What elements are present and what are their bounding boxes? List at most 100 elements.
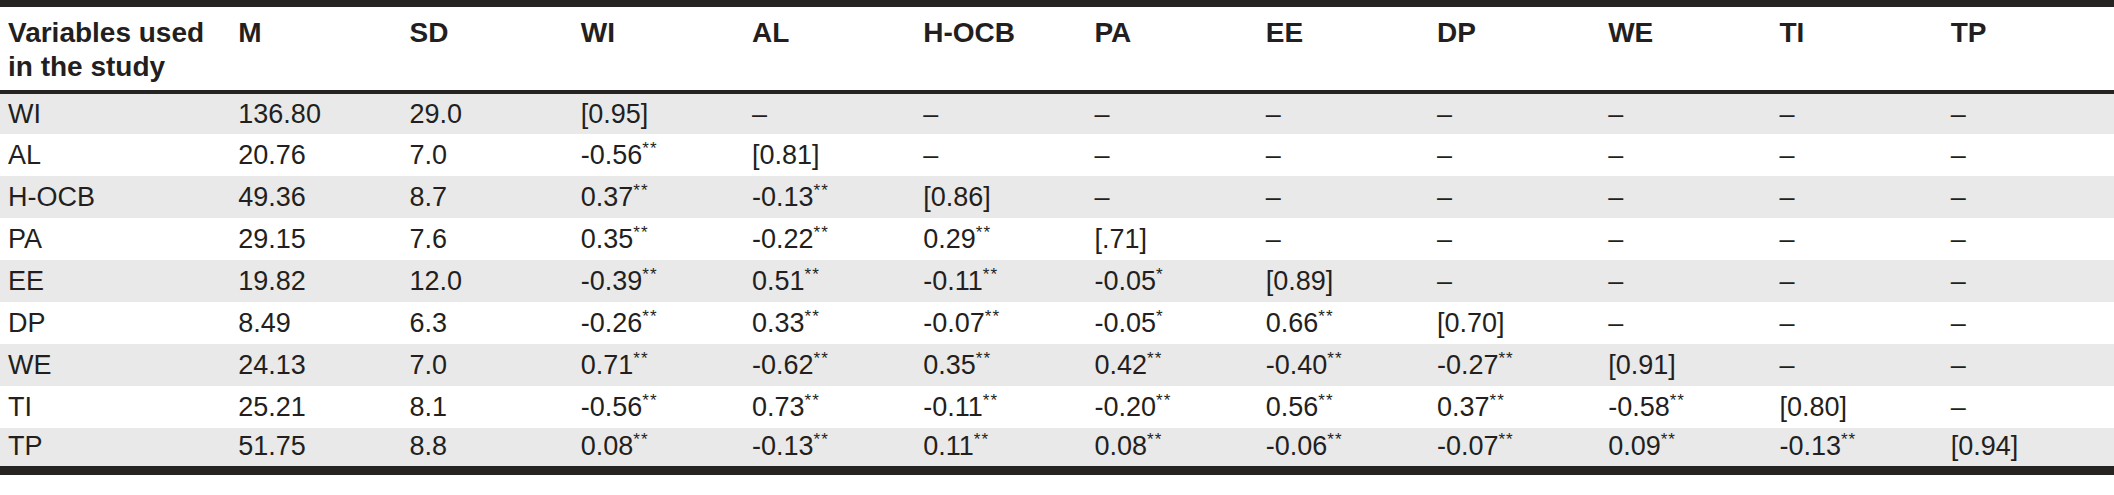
cell: -0.07** bbox=[915, 302, 1086, 344]
cell: 8.8 bbox=[402, 428, 573, 470]
significance-asterisks: ** bbox=[814, 349, 829, 368]
cell: – bbox=[1258, 218, 1429, 260]
table-header: Variables used in the study M SD WI AL H… bbox=[0, 4, 2114, 93]
cell: – bbox=[1600, 92, 1771, 134]
column-header-dp: DP bbox=[1429, 4, 1600, 93]
row-label: PA bbox=[0, 218, 230, 260]
cell: 0.08** bbox=[573, 428, 744, 470]
significance-asterisks: ** bbox=[633, 181, 648, 200]
cell: 8.49 bbox=[230, 302, 401, 344]
cell: -0.56** bbox=[573, 134, 744, 176]
row-label: WE bbox=[0, 344, 230, 386]
cell: 0.35** bbox=[573, 218, 744, 260]
significance-asterisks: ** bbox=[805, 307, 820, 326]
column-header-sd: SD bbox=[402, 4, 573, 93]
cell: – bbox=[1086, 134, 1257, 176]
cell: -0.58** bbox=[1600, 386, 1771, 428]
cell: 0.71** bbox=[573, 344, 744, 386]
significance-asterisks: ** bbox=[1661, 430, 1676, 449]
column-header-ee: EE bbox=[1258, 4, 1429, 93]
header-row: Variables used in the study M SD WI AL H… bbox=[0, 4, 2114, 93]
significance-asterisks: ** bbox=[1327, 430, 1342, 449]
cell: – bbox=[1600, 176, 1771, 218]
cell: 51.75 bbox=[230, 428, 401, 470]
row-label: H-OCB bbox=[0, 176, 230, 218]
table-row: WI136.8029.0[0.95]–––––––– bbox=[0, 92, 2114, 134]
cell: 29.15 bbox=[230, 218, 401, 260]
cell: – bbox=[1429, 176, 1600, 218]
cell: – bbox=[1600, 134, 1771, 176]
cell: 7.0 bbox=[402, 134, 573, 176]
table-row: EE19.8212.0-0.39**0.51**-0.11**-0.05*[0.… bbox=[0, 260, 2114, 302]
cell: [0.70] bbox=[1429, 302, 1600, 344]
cell: -0.56** bbox=[573, 386, 744, 428]
row-label: AL bbox=[0, 134, 230, 176]
cell: -0.13** bbox=[1771, 428, 1942, 470]
cell: -0.07** bbox=[1429, 428, 1600, 470]
significance-asterisks: ** bbox=[1318, 307, 1333, 326]
cell: – bbox=[744, 92, 915, 134]
cell: 25.21 bbox=[230, 386, 401, 428]
cell: – bbox=[1429, 134, 1600, 176]
significance-asterisks: ** bbox=[983, 265, 998, 284]
cell: 12.0 bbox=[402, 260, 573, 302]
correlation-table: Variables used in the study M SD WI AL H… bbox=[0, 0, 2114, 475]
significance-asterisks: ** bbox=[1327, 349, 1342, 368]
cell: [0.80] bbox=[1771, 386, 1942, 428]
table-row: H-OCB49.368.70.37**-0.13**[0.86]–––––– bbox=[0, 176, 2114, 218]
cell: [0.95] bbox=[573, 92, 744, 134]
significance-asterisks: ** bbox=[805, 265, 820, 284]
significance-asterisks: * bbox=[1156, 265, 1164, 284]
cell: 8.1 bbox=[402, 386, 573, 428]
significance-asterisks: ** bbox=[642, 391, 657, 410]
cell: -0.39** bbox=[573, 260, 744, 302]
cell: – bbox=[1429, 218, 1600, 260]
significance-asterisks: ** bbox=[1147, 430, 1162, 449]
cell: -0.20** bbox=[1086, 386, 1257, 428]
table-row: TI25.218.1-0.56**0.73**-0.11**-0.20**0.5… bbox=[0, 386, 2114, 428]
cell: -0.11** bbox=[915, 386, 1086, 428]
cell: – bbox=[1086, 92, 1257, 134]
significance-asterisks: * bbox=[1156, 307, 1164, 326]
cell: 0.51** bbox=[744, 260, 915, 302]
paper-table-page: Variables used in the study M SD WI AL H… bbox=[0, 0, 2114, 495]
cell: – bbox=[1943, 302, 2114, 344]
cell: – bbox=[1600, 260, 1771, 302]
significance-asterisks: ** bbox=[814, 430, 829, 449]
cell: 7.6 bbox=[402, 218, 573, 260]
significance-asterisks: ** bbox=[633, 223, 648, 242]
column-header-tp: TP bbox=[1943, 4, 2114, 93]
significance-asterisks: ** bbox=[1499, 430, 1514, 449]
significance-asterisks: ** bbox=[1156, 391, 1171, 410]
table-row: AL20.767.0-0.56**[0.81]––––––– bbox=[0, 134, 2114, 176]
cell: 7.0 bbox=[402, 344, 573, 386]
cell: [0.94] bbox=[1943, 428, 2114, 470]
significance-asterisks: ** bbox=[983, 391, 998, 410]
significance-asterisks: ** bbox=[633, 349, 648, 368]
cell: -0.05* bbox=[1086, 302, 1257, 344]
cell: – bbox=[1258, 134, 1429, 176]
table-row: WE24.137.00.71**-0.62**0.35**0.42**-0.40… bbox=[0, 344, 2114, 386]
cell: 0.42** bbox=[1086, 344, 1257, 386]
column-header-ti: TI bbox=[1771, 4, 1942, 93]
row-label: DP bbox=[0, 302, 230, 344]
cell: – bbox=[1771, 92, 1942, 134]
column-header-hocb: H-OCB bbox=[915, 4, 1086, 93]
cell: – bbox=[915, 92, 1086, 134]
cell: – bbox=[1086, 176, 1257, 218]
cell: – bbox=[1943, 386, 2114, 428]
cell: -0.22** bbox=[744, 218, 915, 260]
cell: 6.3 bbox=[402, 302, 573, 344]
cell: 0.11** bbox=[915, 428, 1086, 470]
column-header-pa: PA bbox=[1086, 4, 1257, 93]
column-header-wi: WI bbox=[573, 4, 744, 93]
significance-asterisks: ** bbox=[1670, 391, 1685, 410]
cell: 0.56** bbox=[1258, 386, 1429, 428]
cell: -0.06** bbox=[1258, 428, 1429, 470]
cell: -0.13** bbox=[744, 428, 915, 470]
table-body: WI136.8029.0[0.95]––––––––AL20.767.0-0.5… bbox=[0, 92, 2114, 470]
cell: – bbox=[1771, 260, 1942, 302]
cell: – bbox=[1771, 302, 1942, 344]
significance-asterisks: ** bbox=[642, 139, 657, 158]
significance-asterisks: ** bbox=[1499, 349, 1514, 368]
